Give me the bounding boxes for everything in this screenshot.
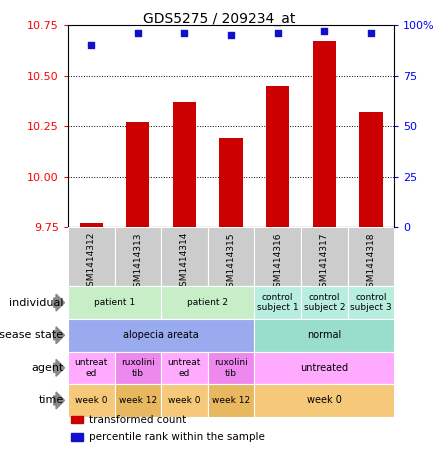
Bar	[208, 227, 254, 286]
FancyArrow shape	[53, 294, 64, 311]
Text: time: time	[38, 395, 64, 405]
Text: untreated: untreated	[300, 363, 348, 373]
Text: GSM1414314: GSM1414314	[180, 232, 189, 293]
Text: control
subject 3: control subject 3	[350, 293, 392, 312]
Bar	[301, 227, 348, 286]
Text: patient 1: patient 1	[94, 298, 135, 307]
Text: week 12: week 12	[212, 396, 250, 405]
Text: GSM1414317: GSM1414317	[320, 232, 329, 293]
Text: agent: agent	[31, 363, 64, 373]
Bar	[68, 227, 114, 286]
Bar	[348, 227, 394, 286]
Text: ruxolini
tib: ruxolini tib	[214, 358, 248, 377]
Text: week 0: week 0	[307, 395, 342, 405]
Bar	[254, 227, 301, 286]
FancyArrow shape	[53, 327, 64, 344]
Bar	[313, 41, 336, 227]
FancyArrow shape	[53, 392, 64, 409]
Text: transformed count: transformed count	[89, 414, 186, 425]
FancyArrow shape	[53, 359, 64, 376]
Text: disease state: disease state	[0, 330, 64, 340]
Bar	[173, 102, 196, 227]
Point	[321, 27, 328, 34]
Bar	[71, 433, 83, 441]
Point	[88, 42, 95, 49]
Text: week 12: week 12	[119, 396, 157, 405]
Bar	[161, 227, 208, 286]
Text: GSM1414318: GSM1414318	[367, 232, 375, 293]
Text: untreat
ed: untreat ed	[74, 358, 108, 377]
Bar	[126, 122, 149, 227]
Text: alopecia areata: alopecia areata	[123, 330, 199, 340]
Bar	[80, 223, 103, 227]
Text: untreat
ed: untreat ed	[168, 358, 201, 377]
Text: GSM1414312: GSM1414312	[87, 232, 95, 293]
Text: GSM1414316: GSM1414316	[273, 232, 282, 293]
Bar	[359, 112, 382, 227]
Point	[134, 29, 141, 37]
Text: week 0: week 0	[168, 396, 201, 405]
Point	[367, 29, 374, 37]
Point	[228, 31, 235, 39]
Bar	[114, 227, 161, 286]
Bar	[266, 86, 290, 227]
Text: individual: individual	[9, 298, 64, 308]
Text: ruxolini
tib: ruxolini tib	[121, 358, 155, 377]
Text: patient 2: patient 2	[187, 298, 228, 307]
Point	[274, 29, 281, 37]
Bar	[71, 416, 83, 423]
Text: GDS5275 / 209234_at: GDS5275 / 209234_at	[143, 12, 295, 26]
Point	[181, 29, 188, 37]
Bar	[219, 138, 243, 227]
Text: normal: normal	[307, 330, 341, 340]
Text: control
subject 2: control subject 2	[304, 293, 345, 312]
Text: GSM1414313: GSM1414313	[133, 232, 142, 293]
Text: control
subject 1: control subject 1	[257, 293, 298, 312]
Text: week 0: week 0	[75, 396, 107, 405]
Text: GSM1414315: GSM1414315	[226, 232, 236, 293]
Text: percentile rank within the sample: percentile rank within the sample	[89, 432, 265, 443]
